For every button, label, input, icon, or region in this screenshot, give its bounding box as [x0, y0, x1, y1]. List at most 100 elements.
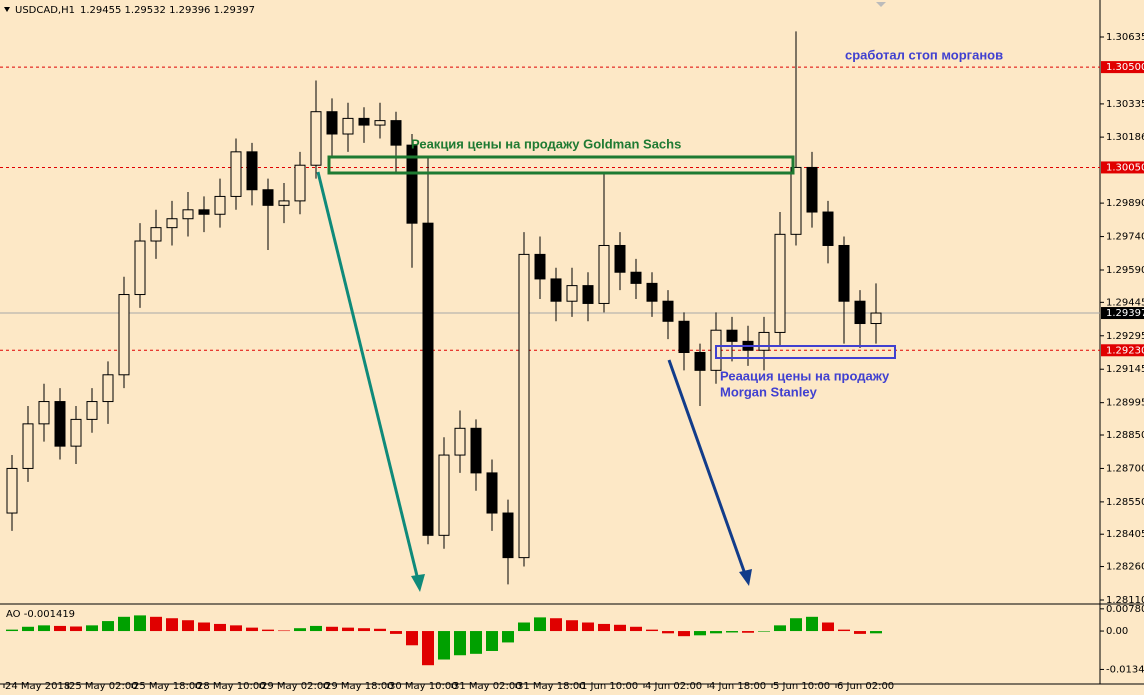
candle-body: [694, 352, 706, 371]
candle-body: [470, 427, 482, 474]
candle-body: [614, 244, 626, 273]
ao-bar: [582, 622, 594, 632]
ao-bar: [710, 631, 722, 634]
ao-bar: [614, 624, 626, 632]
ao-bar: [454, 631, 466, 656]
ao-bar: [726, 631, 738, 633]
symbol: USDCAD,H1: [15, 5, 75, 16]
arrow-head: [411, 574, 425, 592]
candle-body: [566, 285, 578, 302]
y-tick-label: 1.28850: [1106, 430, 1144, 441]
candle-body: [726, 329, 738, 342]
candle-body: [262, 189, 274, 206]
ao-bar: [646, 629, 658, 632]
y-tick-label: 1.28405: [1106, 529, 1144, 540]
arrow-head: [739, 569, 752, 586]
candle-body: [550, 278, 562, 302]
ao-bar: [694, 631, 706, 636]
y-tick-label: 1.30335: [1106, 99, 1144, 110]
candle-body: [822, 211, 834, 246]
candle-body: [662, 300, 674, 322]
y-tick-label: -0.013483: [1106, 664, 1144, 675]
ao-bar: [678, 631, 690, 637]
arrow-morgan: [667, 359, 747, 575]
level-tag: [1101, 161, 1144, 174]
y-tick-label: 0.00: [1106, 626, 1128, 637]
ao-bar: [6, 629, 18, 632]
ao-bar: [326, 626, 338, 632]
candle-body: [582, 285, 594, 304]
candle-body: [198, 209, 210, 215]
ao-bar: [166, 618, 178, 632]
ao-bar: [470, 631, 482, 654]
candle-body: [374, 120, 386, 126]
x-tick-label: 29 May 02:00: [261, 681, 330, 692]
candle-body: [246, 151, 258, 191]
ao-bar: [422, 631, 434, 666]
ao-bar: [566, 620, 578, 632]
x-tick-label: 25 May 18:00: [133, 681, 202, 692]
ao-bar: [870, 631, 882, 634]
ao-bar: [486, 631, 498, 651]
y-tick-label: 1.28995: [1106, 398, 1144, 409]
x-tick-label: 30 May 10:00: [389, 681, 458, 692]
ao-bar: [262, 629, 274, 632]
ao-bar: [134, 615, 146, 632]
y-tick-label: 1.28260: [1106, 562, 1144, 573]
ao-bar: [86, 625, 98, 632]
ao-bar: [214, 623, 226, 632]
candle-body: [774, 233, 786, 333]
candle-body: [630, 271, 642, 284]
candle-body: [438, 454, 450, 536]
candle-body: [294, 164, 306, 202]
x-tick-label: 4 Jun 18:00: [709, 681, 766, 692]
ao-bar: [854, 631, 866, 634]
y-tick-label: 1.28700: [1106, 463, 1144, 474]
candle-body: [70, 418, 82, 447]
candle-body: [534, 253, 546, 280]
annotation: сработал стоп морганов: [845, 47, 1003, 62]
ao-bar: [198, 622, 210, 632]
morgan-zone: [715, 345, 896, 359]
candle-body: [134, 240, 146, 296]
candle-body: [22, 423, 34, 469]
candle-body: [678, 320, 690, 354]
candle-body: [502, 512, 514, 559]
candle-body: [518, 253, 530, 559]
candle-body: [358, 117, 370, 126]
ao-bar: [374, 628, 386, 632]
annotation: Реакция цены на продажу Goldman Sachs: [411, 136, 681, 151]
scroll-marker: [876, 2, 886, 7]
x-tick-label: 24 May 2018: [5, 681, 70, 692]
ao-bar: [38, 625, 50, 632]
candle-body: [838, 244, 850, 302]
candle-body: [406, 144, 418, 224]
ao-label: AO -0.001419: [6, 609, 75, 620]
candle-body: [598, 244, 610, 304]
candle-body: [102, 374, 114, 403]
ao-bar: [278, 630, 290, 632]
ao-bar: [790, 618, 802, 632]
y-tick-label: 1.29740: [1106, 232, 1144, 243]
candle-body: [150, 227, 162, 242]
ao-bar: [390, 631, 402, 634]
ao-bar: [662, 631, 674, 634]
ao-bar: [438, 631, 450, 660]
candle-body: [646, 282, 658, 302]
ao-bar: [118, 616, 130, 632]
x-tick-label: 28 May 10:00: [197, 681, 266, 692]
current-price-tag: [1101, 307, 1144, 320]
ao-bar: [550, 618, 562, 632]
level-tag: [1101, 61, 1144, 74]
candle-body: [118, 294, 130, 376]
x-tick-label: 5 Jun 10:00: [773, 681, 830, 692]
ao-bar: [758, 631, 770, 632]
ao-bar: [774, 625, 786, 632]
menu-arrow[interactable]: [4, 7, 10, 12]
ao-bar: [502, 631, 514, 643]
ao-bar: [150, 616, 162, 632]
candle-body: [790, 166, 802, 235]
ao-bar: [598, 623, 610, 632]
level-label: 1.30500: [1106, 62, 1144, 73]
candle-body: [342, 117, 354, 135]
